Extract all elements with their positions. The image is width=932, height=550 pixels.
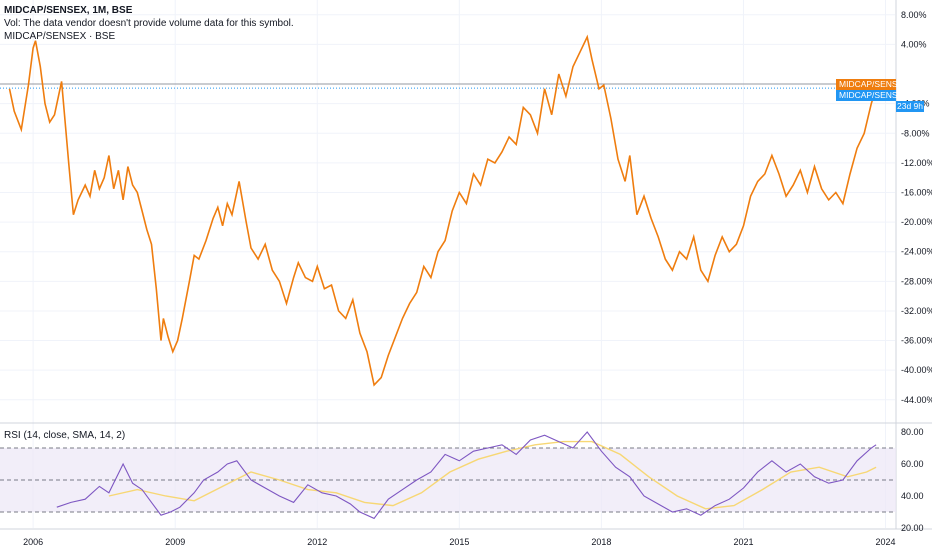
time-tick-label: 2024 — [876, 537, 896, 547]
rsi-label: RSI (14, close, SMA, 14, 2) — [4, 430, 125, 441]
price-tick-label: 8.00% — [901, 10, 927, 20]
price-tag-orange-value: -1.91% — [909, 79, 932, 90]
price-series — [10, 37, 877, 385]
time-tick-label: 2015 — [449, 537, 469, 547]
price-tick-label: -32.00% — [901, 306, 932, 316]
rsi-tick-label: 60.00 — [901, 459, 924, 469]
price-tick-label: -28.00% — [901, 276, 932, 286]
price-tag-orange: MIDCAP/SENSEX -1.91% — [836, 79, 896, 90]
rsi-tick-label: 40.00 — [901, 491, 924, 501]
time-tick-label: 2012 — [307, 537, 327, 547]
countdown-tag: 23d 9h — [896, 101, 924, 112]
price-tick-label: -44.00% — [901, 395, 932, 405]
chart-title: MIDCAP/SENSEX, 1M, BSE — [4, 5, 132, 17]
rsi-panel: 80.00 60.00 40.00 20.00 — [0, 427, 924, 533]
time-tick-label: 2006 — [23, 537, 43, 547]
price-tag-blue-value: -1.91% — [909, 90, 932, 101]
price-tag-blue: MIDCAP/SENSEX -1.91% — [836, 90, 896, 101]
price-tag-orange-name: MIDCAP/SENSEX — [839, 79, 909, 90]
time-tick-label: 2018 — [591, 537, 611, 547]
price-tick-label: -36.00% — [901, 336, 932, 346]
symbol-line: MIDCAP/SENSEX · BSE — [4, 31, 115, 43]
time-tick-label: 2009 — [165, 537, 185, 547]
price-tick-label: -20.00% — [901, 217, 932, 227]
rsi-tick-label: 80.00 — [901, 427, 924, 437]
price-tick-label: -24.00% — [901, 247, 932, 257]
price-tag-blue-name: MIDCAP/SENSEX — [839, 90, 909, 101]
price-series-line — [10, 37, 877, 385]
price-tick-label: -8.00% — [901, 128, 930, 138]
time-axis: 2006 2009 2012 2015 2018 2021 2024 — [23, 537, 895, 547]
price-tick-label: -12.00% — [901, 158, 932, 168]
volume-note: Vol: The data vendor doesn't provide vol… — [4, 18, 294, 30]
price-tick-label: 4.00% — [901, 39, 927, 49]
rsi-tick-label: 20.00 — [901, 523, 924, 533]
price-tick-label: -40.00% — [901, 365, 932, 375]
price-tick-label: -16.00% — [901, 187, 932, 197]
price-axis: 8.00%4.00%-4.00%-8.00%-12.00%-16.00%-20.… — [901, 10, 932, 405]
time-tick-label: 2021 — [733, 537, 753, 547]
